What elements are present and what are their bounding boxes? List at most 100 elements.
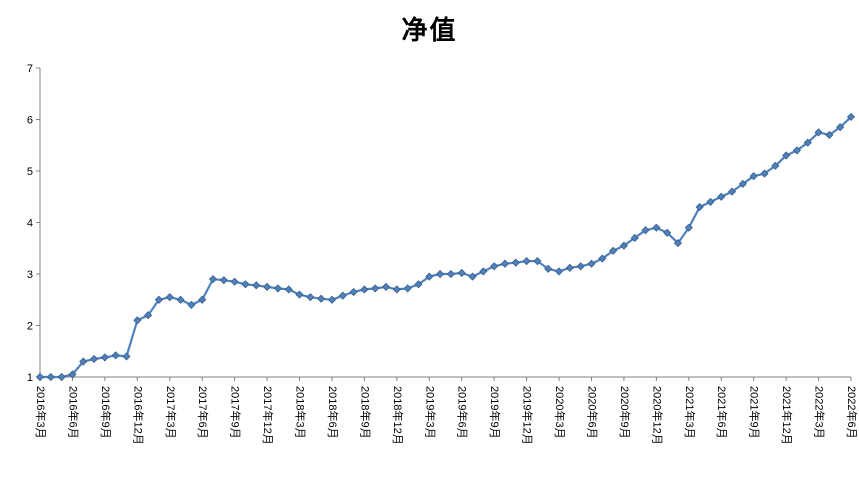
data-point-marker [825,130,834,140]
y-axis-tick-label: 7 [27,63,33,75]
data-point-marker [392,285,401,294]
data-point-marker [673,239,683,248]
data-point-marker [565,263,574,272]
y-axis-tick-label: 6 [27,115,33,127]
data-point-marker [90,354,99,364]
x-axis-tick-label: 2018年9月 [358,386,372,439]
series-line [38,115,853,379]
data-point-marker [544,264,553,273]
x-axis-tick-label: 2018年3月 [294,386,308,439]
x-axis-tick-label: 2019年6月 [456,386,470,439]
x-axis-tick-label: 2017年9月 [229,386,243,439]
data-point-marker [165,293,174,302]
data-point-marker [457,268,466,278]
data-point-marker [663,228,672,237]
x-axis-tick-label: 2020年12月 [650,386,664,445]
data-point-marker [57,372,66,382]
x-axis-tick-label: 2021年9月 [748,386,762,439]
data-point-marker [576,262,585,271]
x-axis-tick-label: 2016年12月 [131,386,145,445]
data-point-marker [208,275,218,284]
data-point-marker [782,151,791,160]
x-axis-tick-label: 2021年3月 [683,386,697,439]
data-point-marker [79,357,88,366]
data-point-marker [68,370,77,379]
data-point-marker [317,294,326,303]
x-axis-tick-label: 2022年3月 [813,386,827,439]
data-point-marker [792,146,801,155]
data-point-marker [619,241,628,250]
data-point-marker [295,290,304,299]
data-point-marker [511,258,520,267]
data-point-marker [717,192,726,201]
data-point-marker [479,267,488,276]
data-point-marker [306,293,315,302]
x-axis-tick-label: 2017年3月 [164,386,178,439]
data-point-marker [100,353,109,362]
data-point-marker [371,284,380,293]
data-point-marker [273,284,282,293]
x-axis-tick-label: 2022年6月 [845,386,859,439]
x-axis-tick-label: 2016年6月 [66,386,80,439]
data-point-marker [403,284,412,293]
data-point-marker [522,257,531,266]
data-point-marker [35,372,45,382]
data-point-marker [684,223,693,232]
data-point-marker [836,123,845,132]
y-axis-tick-label: 4 [27,218,33,230]
x-axis-tick-label: 2017年6月 [196,386,210,439]
data-point-marker [533,257,542,266]
data-point-marker [46,372,55,382]
data-point-marker [381,282,391,291]
x-axis-tick-label: 2021年12月 [780,386,794,445]
data-point-marker [695,202,704,212]
data-point-marker [749,172,758,181]
data-point-marker [760,169,769,178]
x-axis-tick-label: 2018年6月 [326,386,340,439]
data-point-marker [414,280,423,289]
x-axis-tick-label: 2018年12月 [391,386,405,445]
data-point-marker [814,128,823,137]
data-point-marker [176,295,185,304]
data-point-marker [771,161,780,170]
y-axis-tick-label: 1 [27,372,33,384]
y-axis-tick-label: 2 [27,321,33,333]
x-axis-tick-label: 2019年9月 [488,386,502,439]
data-point-marker [327,295,337,304]
chart-title: 净值 [401,16,458,46]
data-point-marker [500,259,510,268]
data-point-marker [446,269,455,279]
data-point-marker [598,254,607,263]
data-point-marker [641,226,650,235]
data-point-marker [630,233,639,243]
data-point-marker [609,246,618,255]
data-point-marker [846,112,856,121]
data-point-marker [284,285,293,294]
data-point-marker [133,316,142,325]
data-point-marker [219,276,228,285]
data-point-marker [706,197,715,206]
x-axis-tick-label: 2020年6月 [585,386,599,439]
x-axis-tick-label: 2016年9月 [99,386,113,439]
data-point-marker [554,267,564,276]
x-axis-tick-label: 2019年12月 [521,386,535,445]
data-point-marker [738,179,747,188]
data-point-marker [436,269,445,279]
data-point-marker [230,277,239,286]
data-point-marker [252,281,261,290]
data-point-marker [144,311,153,320]
x-axis-tick-label: 2019年3月 [423,386,437,439]
y-axis-tick-label: 3 [27,269,33,281]
data-point-marker [154,295,164,304]
y-axis-tick-label: 5 [27,166,33,178]
data-point-marker [727,187,737,196]
x-axis-tick-label: 2017年12月 [261,386,275,445]
data-point-marker [187,300,196,309]
data-point-marker [360,285,369,294]
data-point-marker [241,280,250,289]
data-point-marker [468,272,477,281]
data-point-marker [349,287,358,297]
x-axis-tick-label: 2021年6月 [715,386,729,439]
